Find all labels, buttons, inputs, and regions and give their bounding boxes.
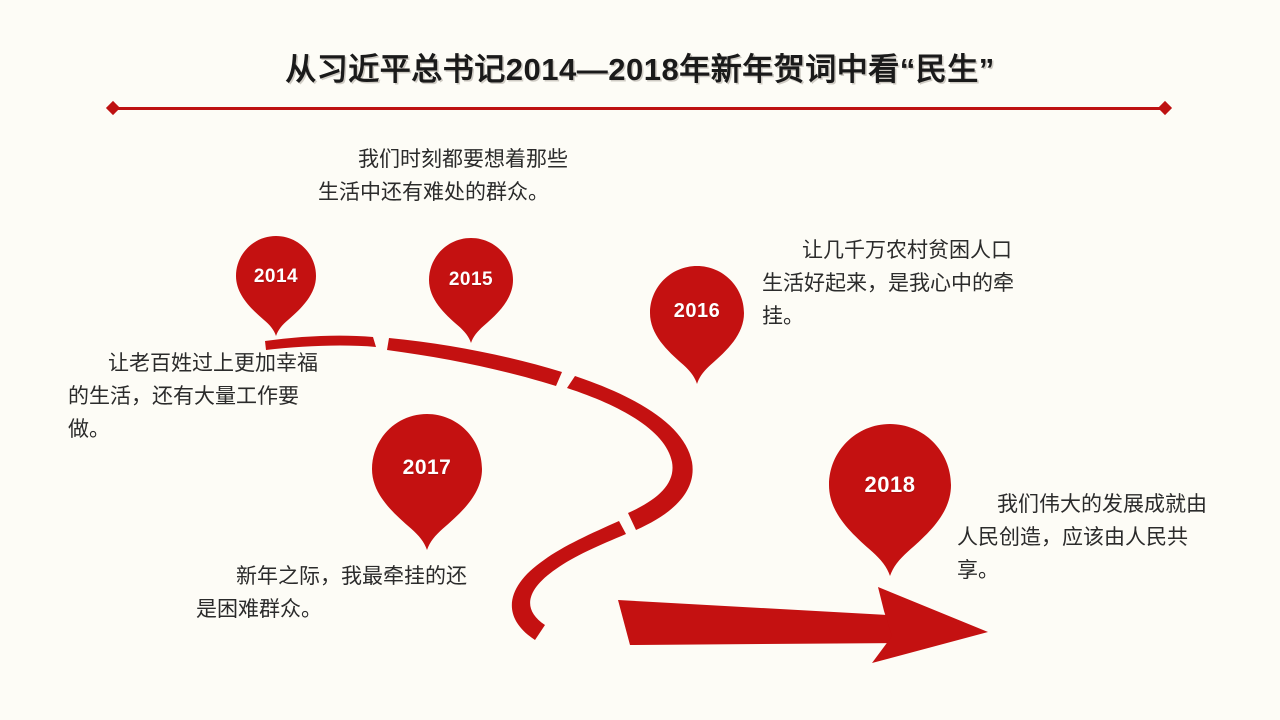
- timeline-pin-2018[interactable]: 2018: [829, 424, 951, 576]
- ribbon-segment-3: [567, 376, 693, 530]
- timeline-quote-2017: 新年之际，我最牵挂的还是困难群众。: [196, 565, 467, 621]
- timeline-pin-2016[interactable]: 2016: [650, 266, 744, 384]
- page-title-text: 从习近平总书记2014—2018年新年贺词中看“民生”: [285, 52, 995, 87]
- ribbon-arrowhead: [872, 587, 988, 663]
- diamond-right-icon: [1157, 100, 1173, 116]
- ribbon-segment-4: [511, 521, 626, 640]
- map-pin-icon: [236, 236, 316, 336]
- timeline-pin-2015[interactable]: 2015: [429, 238, 513, 343]
- page-title: 从习近平总书记2014—2018年新年贺词中看“民生”: [0, 44, 1280, 89]
- map-pin-icon: [429, 238, 513, 343]
- timeline-quote-2016: 让几千万农村贫困人口生活好起来，是我心中的牵挂。: [762, 239, 1014, 328]
- ribbon-arrow-body: [618, 600, 905, 645]
- timeline-quote-2015: 我们时刻都要想着那些生活中还有难处的群众。: [318, 148, 568, 204]
- timeline-quote-2018: 我们伟大的发展成就由人民创造，应该由人民共享。: [957, 493, 1207, 582]
- map-pin-icon: [650, 266, 744, 384]
- divider-line: [114, 107, 1164, 110]
- ribbon-segment-2: [387, 338, 562, 386]
- title-divider: [105, 100, 1173, 116]
- timeline-pin-2017[interactable]: 2017: [372, 414, 482, 550]
- timeline-pin-2014[interactable]: 2014: [236, 236, 316, 336]
- timeline-quote-2014: 让老百姓过上更加幸福的生活，还有大量工作要做。: [68, 352, 318, 441]
- map-pin-icon: [372, 414, 482, 550]
- map-pin-icon: [829, 424, 951, 576]
